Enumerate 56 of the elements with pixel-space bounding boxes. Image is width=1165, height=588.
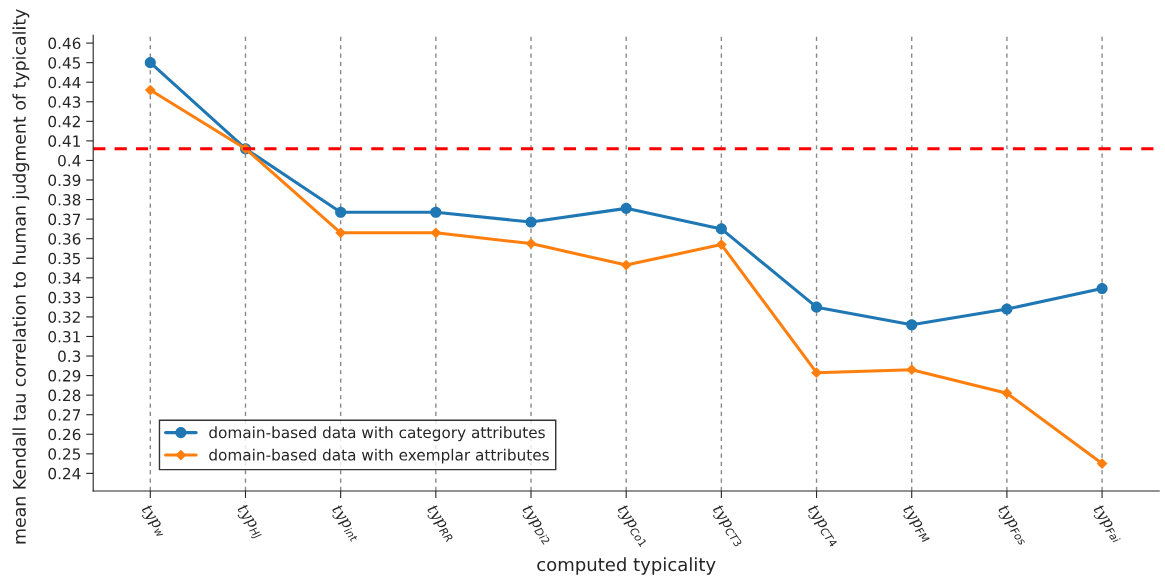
x-tick-label: typ$_{w}$ — [138, 503, 169, 539]
y-tick-label: 0.44 — [48, 76, 81, 89]
y-tick-label: 0.26 — [48, 428, 81, 441]
y-tick-label: 0.41 — [48, 135, 80, 147]
y-tick-label: 0.38 — [48, 194, 81, 206]
y-tick-label: 0.32 — [48, 311, 80, 323]
point — [810, 301, 823, 313]
x-tick-label: typ$_{Fos}$ — [995, 503, 1031, 547]
x-axis-title: computed typicality — [537, 557, 716, 575]
y-axis-title: mean Kendall tau correlation to human judgment of typicality — [12, 9, 30, 544]
point — [620, 202, 632, 214]
point — [620, 259, 632, 271]
legend-label: domain-based data with exemplar attributes — [209, 448, 549, 464]
point — [525, 216, 537, 228]
y-tick-label: 0.39 — [48, 174, 81, 187]
point — [144, 57, 156, 69]
x-tick-label: typ$_{Di2}$ — [519, 503, 555, 546]
x-tick-label: typ$_{Co1}$ — [614, 503, 652, 548]
point — [906, 319, 918, 331]
x-tick-label: typ$_{FM}$ — [900, 503, 934, 544]
y-tick-label: 0.3 — [58, 350, 81, 363]
x-tick-label: typ$_{RR}$ — [424, 503, 458, 543]
point — [715, 223, 727, 235]
x-tick-label: typ$_{CT4}$ — [805, 503, 842, 548]
x-tick-label: typ$_{CT3}$ — [709, 503, 747, 548]
point — [430, 206, 442, 218]
point — [1001, 303, 1013, 315]
y-tick-label: 0.4 — [58, 154, 81, 167]
point — [1001, 387, 1013, 399]
point — [1096, 458, 1108, 469]
y-tick-label: 0.42 — [48, 115, 80, 128]
y-tick-label: 0.27 — [48, 409, 81, 421]
y-tick-label: 0.46 — [48, 37, 81, 50]
point — [1096, 283, 1108, 295]
point — [430, 227, 442, 239]
y-tick-label: 0.33 — [48, 291, 81, 304]
y-tick-label: 0.24 — [48, 467, 81, 480]
point — [906, 364, 918, 376]
y-tick-label: 0.29 — [48, 370, 81, 382]
y-tick-label: 0.37 — [48, 213, 81, 226]
point — [811, 367, 822, 379]
y-tick-label: 0.45 — [48, 57, 81, 69]
y-tick-label: 0.28 — [48, 389, 81, 402]
legend-label: domain-based data with category attributes — [209, 426, 545, 442]
x-tick-label: typ$_{int}$ — [329, 503, 363, 544]
y-tick-label: 0.36 — [48, 233, 81, 245]
x-tick-label: typ$_{Fai}$ — [1090, 503, 1125, 545]
y-tick-label: 0.34 — [48, 272, 81, 284]
x-tick-label: typ$_{HJ}$ — [233, 503, 266, 541]
point — [144, 84, 156, 96]
y-tick-label: 0.43 — [48, 96, 81, 108]
point — [335, 206, 347, 218]
y-tick-label: 0.25 — [48, 448, 81, 460]
y-tick-label: 0.31 — [48, 330, 80, 343]
y-tick-label: 0.35 — [48, 252, 81, 265]
point — [715, 239, 727, 250]
